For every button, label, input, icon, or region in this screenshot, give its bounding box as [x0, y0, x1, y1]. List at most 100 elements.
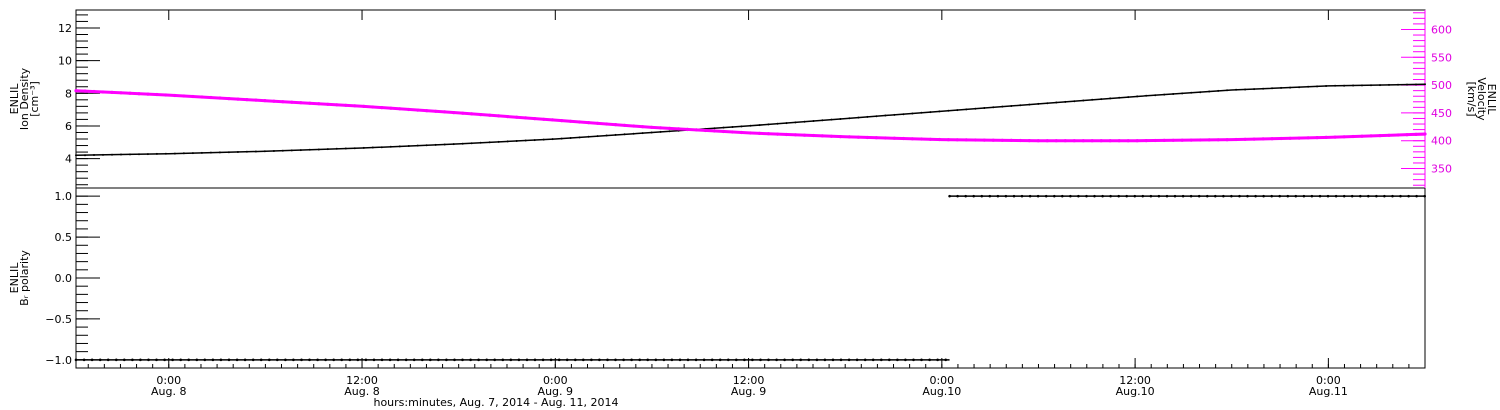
- velocity-point: [587, 121, 591, 125]
- polarity-point: [847, 358, 851, 362]
- velocity-point: [865, 135, 870, 140]
- polarity-point: [972, 194, 975, 198]
- density-point: [515, 140, 518, 142]
- velocity-point: [371, 105, 375, 109]
- density-point: [1199, 91, 1202, 94]
- velocity-point: [1225, 138, 1229, 142]
- polarity-point: [614, 358, 617, 362]
- polarity-point: [195, 358, 199, 362]
- density-point: [884, 114, 887, 117]
- velocity-point: [542, 117, 546, 121]
- polarity-point: [453, 358, 456, 362]
- polarity-axis-title-line: Bᵣ polarity: [18, 250, 31, 306]
- polarity-point: [82, 358, 86, 362]
- x-tick-day-label: Aug.10: [922, 385, 961, 398]
- polarity-point: [799, 358, 802, 362]
- velocity-point: [910, 137, 915, 141]
- polarity-point: [380, 358, 384, 362]
- polarity-point: [964, 194, 967, 198]
- velocity-point: [1234, 137, 1238, 142]
- polarity-point: [1053, 194, 1056, 198]
- polarity-point: [139, 358, 142, 362]
- velocity-point: [1054, 139, 1058, 143]
- polarity-point: [437, 358, 440, 362]
- polarity-point: [251, 358, 255, 362]
- polarity-point: [493, 358, 497, 362]
- density-point: [902, 113, 905, 116]
- velocity-point: [1369, 134, 1373, 138]
- velocity-point: [946, 138, 951, 142]
- density-point: [632, 132, 635, 135]
- polarity-point: [1206, 194, 1209, 198]
- density-point: [1073, 100, 1076, 103]
- polarity-point: [855, 358, 859, 362]
- density-point: [1280, 86, 1283, 89]
- density-point: [1064, 100, 1067, 103]
- polarity-point: [1125, 194, 1128, 198]
- polarity-point: [1077, 194, 1080, 198]
- density-point: [605, 134, 608, 137]
- density-point: [120, 153, 122, 156]
- density-point: [1100, 98, 1103, 101]
- velocity-point: [524, 116, 528, 120]
- velocity-point: [1144, 139, 1148, 143]
- velocity-point: [272, 99, 276, 103]
- density-point: [1127, 96, 1130, 99]
- polarity-point: [702, 358, 706, 362]
- density-point: [1010, 105, 1013, 107]
- density-point: [425, 144, 428, 147]
- polarity-point: [1165, 194, 1169, 198]
- density-point: [542, 138, 545, 141]
- density-point: [434, 143, 437, 146]
- polarity-point: [332, 358, 336, 362]
- density-point: [920, 111, 923, 114]
- velocity-point: [137, 92, 141, 96]
- velocity-point: [874, 136, 879, 140]
- velocity-point: [964, 138, 968, 142]
- density-point: [227, 151, 230, 154]
- density-point: [1244, 88, 1247, 91]
- density-point: [1226, 89, 1229, 92]
- velocity-point: [1414, 132, 1418, 136]
- polarity-point: [259, 358, 263, 362]
- velocity-point: [290, 100, 294, 104]
- velocity-point: [569, 119, 573, 123]
- density-point: [254, 150, 257, 153]
- velocity-point: [308, 101, 312, 105]
- polarity-point: [743, 358, 746, 362]
- polarity-point: [131, 358, 134, 362]
- velocity-point: [721, 129, 726, 134]
- density-point: [992, 106, 995, 109]
- polarity-point: [1157, 194, 1161, 198]
- velocity-point: [1162, 138, 1166, 142]
- polarity-point: [316, 358, 319, 362]
- density-point: [1091, 98, 1094, 101]
- velocity-point: [182, 94, 186, 98]
- velocity-point: [173, 93, 177, 98]
- density-point: [389, 145, 392, 148]
- polarity-point: [880, 358, 883, 362]
- density-point: [848, 117, 851, 120]
- density-point: [102, 153, 104, 156]
- density-point: [479, 141, 482, 144]
- density-point: [398, 145, 401, 148]
- polarity-point: [396, 358, 400, 362]
- velocity-axis-title-line: [km/s]: [1465, 81, 1478, 116]
- density-point: [839, 118, 842, 120]
- polarity-point: [1383, 194, 1386, 198]
- polarity-point: [1012, 194, 1016, 198]
- polarity-point: [1197, 194, 1201, 198]
- x-tick-day-label: Aug.11: [1309, 385, 1348, 398]
- polarity-point: [1141, 194, 1145, 198]
- polarity-point: [988, 194, 992, 198]
- velocity-point: [703, 128, 708, 133]
- density-point: [1334, 84, 1337, 87]
- polarity-point: [292, 358, 295, 362]
- density-point: [821, 119, 824, 122]
- velocity-point: [470, 112, 474, 116]
- density-point: [470, 142, 473, 145]
- polarity-point: [1061, 194, 1064, 198]
